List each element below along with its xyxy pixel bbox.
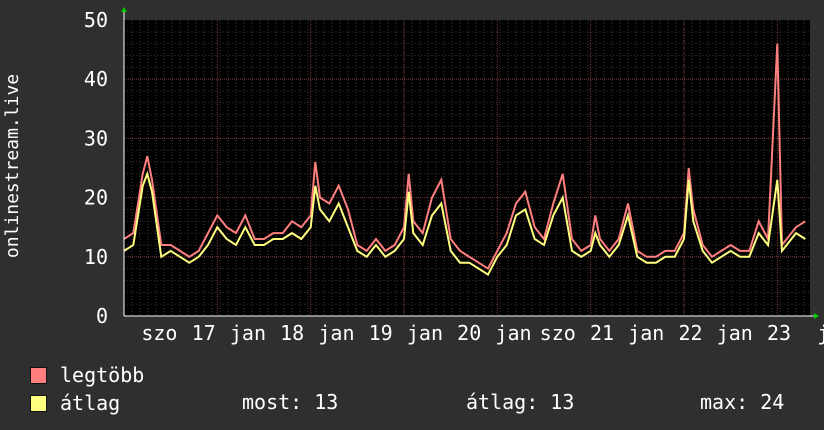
y-tick-label: 20 xyxy=(84,186,108,210)
grid xyxy=(123,20,810,316)
y-axis-label-container: onlinestream.live xyxy=(0,0,24,340)
x-tick-label: jan xyxy=(628,321,664,345)
x-tick-label: szo xyxy=(540,321,576,345)
x-tick-label: jan xyxy=(318,321,354,345)
y-tick-label: 10 xyxy=(84,245,108,269)
x-tick-label: jan xyxy=(717,321,753,345)
legend-label-max: legtöbb xyxy=(60,363,145,387)
x-tick-label: j xyxy=(817,321,824,345)
x-tick-label: 21 xyxy=(590,321,614,345)
axes xyxy=(121,7,819,319)
x-tick-label: 17 xyxy=(192,321,216,345)
y-axis-label: onlinestream.live xyxy=(2,74,23,258)
y-tick-label: 50 xyxy=(84,8,108,32)
x-tick-label: jan xyxy=(407,321,443,345)
y-tick-label: 40 xyxy=(84,67,108,91)
x-tick-label: szo xyxy=(141,321,177,345)
x-tick-label: 22 xyxy=(678,321,702,345)
series-line-max xyxy=(123,43,806,271)
legend-swatch-avg xyxy=(30,394,47,412)
legend-item-max: legtöbb xyxy=(30,363,144,387)
stat-now: most: 13 xyxy=(242,390,339,414)
plot-area xyxy=(124,20,810,316)
x-tick-label: 18 xyxy=(280,321,304,345)
x-tick-label: 19 xyxy=(369,321,393,345)
legend-label-avg: átlag xyxy=(60,391,121,415)
stat-max: max: 24 xyxy=(700,390,785,414)
x-tick-label: jan xyxy=(230,321,266,345)
x-tick-label: jan xyxy=(495,321,531,345)
x-axis-arrow xyxy=(814,313,819,319)
x-tick-label: 20 xyxy=(457,321,481,345)
series-line-avg xyxy=(123,170,806,277)
x-tick-label: 23 xyxy=(767,321,791,345)
legend-swatch-max xyxy=(30,366,47,384)
series-layer xyxy=(123,43,806,277)
y-tick-label: 30 xyxy=(84,126,108,150)
stat-avg: átlag: 13 xyxy=(466,390,575,414)
y-tick-label: 0 xyxy=(96,304,108,328)
y-axis-arrow xyxy=(121,7,127,12)
legend-item-avg: átlag xyxy=(30,391,120,415)
